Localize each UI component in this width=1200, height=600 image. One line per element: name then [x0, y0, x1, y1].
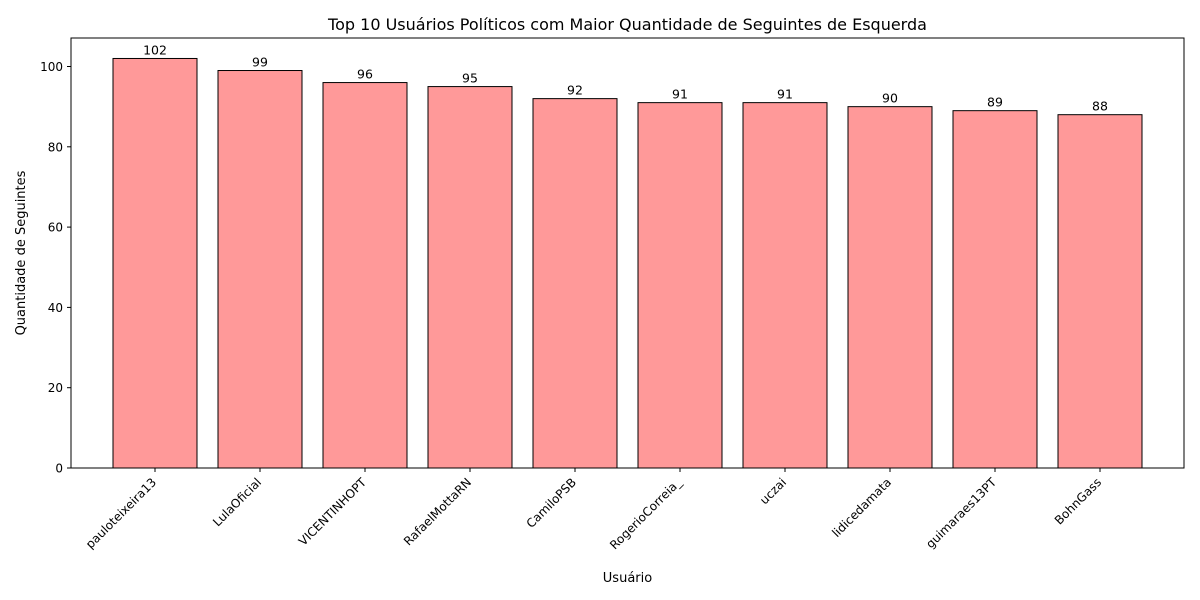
- y-tick-label-100: 100: [40, 60, 63, 74]
- y-tick-label-40: 40: [48, 301, 63, 315]
- y-tick-label-60: 60: [48, 221, 63, 235]
- data-label-LulaOficial: 99: [252, 55, 268, 70]
- x-tick-label-CamiloPSB: CamiloPSB: [524, 475, 580, 531]
- x-tick-label-RogerioCorreia_: RogerioCorreia_: [607, 475, 685, 553]
- x-tick-label-VICENTINHOPT: VICENTINHOPT: [296, 475, 370, 549]
- data-label-lidicedamata: 90: [882, 91, 898, 106]
- bar-pauloteixeira13: [112, 57, 198, 469]
- y-tick-label-80: 80: [48, 140, 63, 154]
- chart-title: Top 10 Usuários Políticos com Maior Quan…: [327, 15, 927, 34]
- y-tick-label-0: 0: [55, 462, 63, 476]
- data-label-RafaelMottaRN: 95: [462, 71, 478, 86]
- bar-uczai: [742, 102, 828, 469]
- x-axis-label: Usuário: [603, 571, 652, 586]
- bar-RafaelMottaRN: [427, 86, 513, 469]
- x-tick-label-RafaelMottaRN: RafaelMottaRN: [401, 475, 474, 548]
- bar-RogerioCorreia_: [637, 102, 723, 469]
- axes-frame: [70, 37, 1185, 469]
- data-label-VICENTINHOPT: 96: [357, 67, 373, 82]
- data-label-uczai: 91: [777, 87, 793, 102]
- x-tick-label-BohnGass: BohnGass: [1052, 475, 1104, 527]
- bar-guimaraes13PT: [952, 110, 1038, 469]
- x-tick-label-LulaOficial: LulaOficial: [210, 475, 264, 529]
- bar-VICENTINHOPT: [322, 82, 408, 469]
- data-label-pauloteixeira13: 102: [143, 42, 167, 57]
- y-axis-label: Quantidade de Seguintes: [14, 170, 29, 335]
- data-label-guimaraes13PT: 89: [987, 95, 1003, 110]
- bar-LulaOficial: [217, 70, 303, 469]
- bar-lidicedamata: [847, 106, 933, 469]
- x-tick-label-lidicedamata: lidicedamata: [829, 475, 894, 540]
- plot-area: 102 pauloteixeira13 99 LulaOficial 96 VICENTI…: [40, 37, 1185, 553]
- data-label-RogerioCorreia_: 91: [672, 87, 688, 102]
- x-tick-label-uczai: uczai: [757, 475, 789, 507]
- bar-BohnGass: [1057, 114, 1143, 469]
- x-tick-label-pauloteixeira13: pauloteixeira13: [83, 475, 159, 551]
- y-tick-label-20: 20: [48, 381, 63, 395]
- bar-CamiloPSB: [532, 98, 618, 469]
- x-tick-label-guimaraes13PT: guimaraes13PT: [923, 475, 999, 551]
- data-label-CamiloPSB: 92: [567, 83, 583, 98]
- data-label-BohnGass: 88: [1092, 99, 1108, 114]
